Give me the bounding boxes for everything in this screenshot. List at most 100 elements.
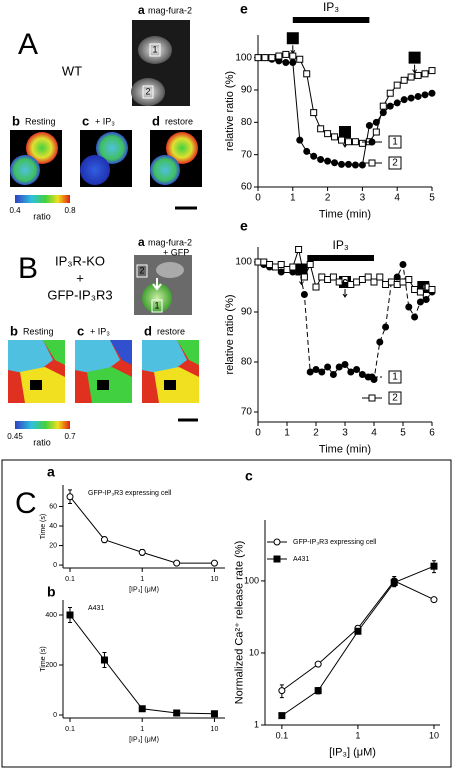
panel-label: WT: [62, 63, 82, 78]
y-tick-label: 70: [241, 407, 253, 418]
marker: [365, 122, 373, 130]
marker: [379, 102, 387, 110]
stimulus-label: IP₃: [333, 238, 349, 252]
marker: [138, 548, 146, 556]
marker: [358, 276, 366, 283]
marker: [341, 361, 349, 368]
x-tick-label: 10: [211, 576, 219, 583]
marker: [376, 338, 384, 346]
y-axis-label: relative ratio (%): [224, 294, 236, 374]
legend-marker: [368, 394, 376, 402]
event-label: d: [420, 282, 426, 293]
event-label: c: [342, 277, 348, 288]
event-arrow: [412, 64, 418, 74]
marker: [338, 160, 346, 168]
panel-letter: C: [15, 487, 37, 520]
image-letter: c: [82, 113, 89, 128]
marker: [390, 578, 398, 586]
marker: [393, 273, 401, 281]
legend-label: A431: [293, 556, 309, 563]
marker: [296, 55, 304, 63]
marker: [428, 67, 436, 75]
marker: [324, 130, 332, 138]
marker: [347, 368, 355, 376]
chart: [254, 17, 436, 191]
image-restore: [142, 340, 199, 403]
marker: [289, 58, 297, 66]
panel-c-frame: [1, 459, 452, 768]
image-ip3: [75, 340, 132, 403]
marker: [399, 261, 407, 268]
y-axis-label: Time (s): [40, 514, 47, 539]
marker: [283, 266, 291, 273]
colorbar-label: ratio: [33, 437, 51, 447]
image-restore: [150, 130, 202, 187]
marker: [405, 276, 413, 283]
marker: [173, 709, 181, 717]
marker: [414, 71, 422, 79]
marker: [210, 559, 218, 567]
legend-marker: [273, 538, 281, 546]
chart: [59, 485, 225, 572]
image-letter: b: [12, 113, 20, 128]
legend-label: 1: [392, 372, 398, 383]
marker: [282, 50, 290, 58]
event-box: [286, 32, 299, 45]
x-tick-label: 0: [255, 193, 261, 204]
panel-label: e: [240, 1, 248, 17]
roi-box: [136, 264, 148, 278]
x-tick-label: 4: [371, 428, 377, 439]
x-tick-label: 1: [140, 726, 144, 733]
y-tick-label: 40: [49, 523, 57, 530]
marker: [344, 160, 352, 168]
marker: [100, 536, 108, 544]
marker: [329, 273, 337, 281]
image-label: mag-fura-2: [148, 5, 192, 15]
image-letter: b: [10, 323, 18, 338]
stimulus-bar: [292, 17, 370, 23]
marker: [393, 99, 401, 107]
marker: [66, 611, 74, 619]
marker: [382, 281, 390, 288]
marker: [399, 278, 407, 286]
chart-title: A431: [88, 605, 104, 612]
marker: [296, 136, 304, 144]
colorbar-max: 0.7: [64, 432, 76, 441]
image-letter: d: [152, 113, 160, 128]
marker: [173, 559, 181, 567]
marker: [254, 258, 262, 266]
marker: [277, 261, 285, 268]
legend-box: [388, 391, 402, 405]
x-tick-label: 0.1: [276, 730, 289, 740]
marker: [66, 493, 74, 501]
legend-label: 2: [392, 158, 398, 169]
colorbar: [15, 421, 70, 429]
series-line: [69, 614, 215, 715]
marker: [300, 273, 308, 281]
y-tick-label: 60: [49, 503, 57, 510]
marker: [387, 278, 395, 286]
panel-label: c: [245, 468, 253, 484]
y-tick-label: 70: [241, 149, 253, 160]
y-tick-label: 90: [241, 307, 253, 318]
x-axis-label: Time (min): [319, 208, 371, 220]
marker: [254, 54, 262, 62]
y-axis-label: relative ratio (%): [224, 71, 236, 151]
panel-label: b: [47, 584, 56, 600]
image-label: restore: [165, 116, 193, 126]
marker: [317, 156, 325, 164]
y-tick-label: 1: [254, 719, 259, 729]
marker: [353, 278, 361, 286]
marker: [318, 368, 326, 376]
marker: [372, 128, 380, 136]
image-label: Resting: [23, 326, 54, 336]
marker: [306, 368, 314, 376]
marker: [400, 96, 408, 104]
image-resting: [8, 340, 65, 403]
marker: [295, 246, 303, 253]
image-label: + IP₃: [95, 116, 115, 126]
legend-label: GFP-IP₃R3 expressing cell: [293, 539, 377, 546]
x-axis-label: Time (min): [319, 443, 371, 455]
image-ip3: [80, 130, 132, 187]
marker: [329, 371, 337, 378]
